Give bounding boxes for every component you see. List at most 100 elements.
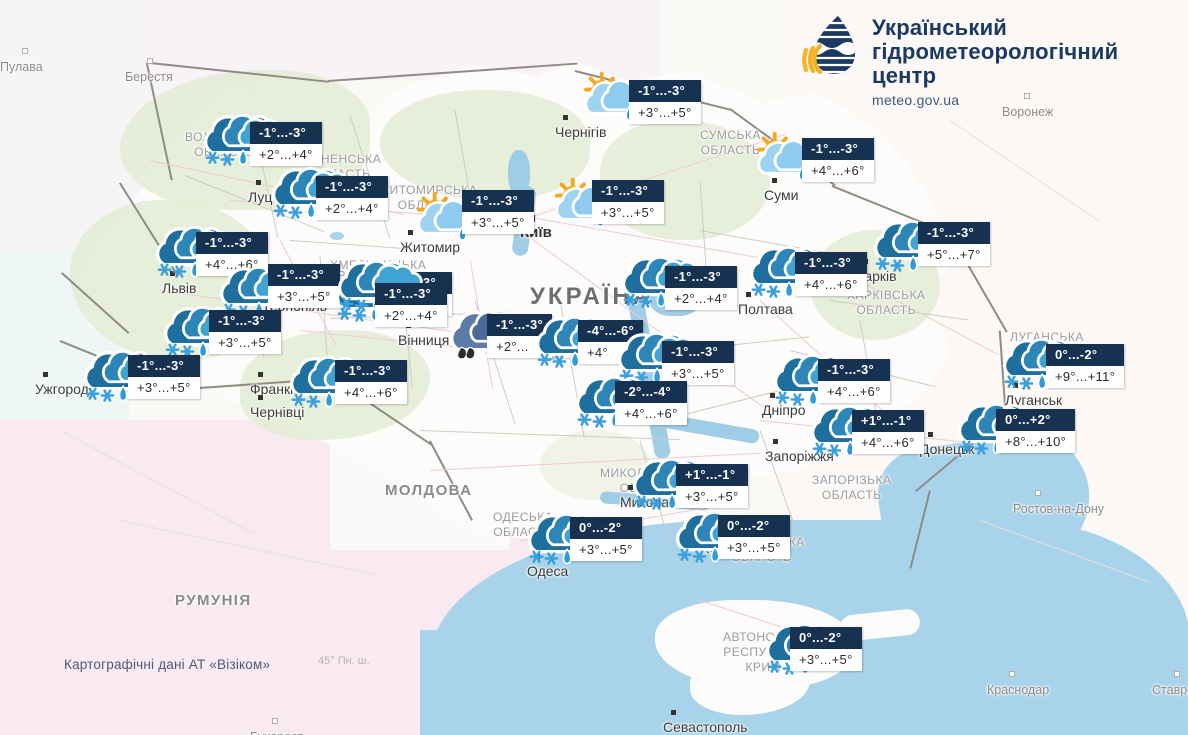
weather-marker[interactable]: -1°...-3°+3°...+5° xyxy=(128,355,200,399)
night-temperature-label: -1°...-3° xyxy=(795,252,867,274)
foreign-place-marker xyxy=(1174,671,1180,677)
city-label: Чернігів xyxy=(555,124,607,140)
temperature-label-group: 0°...-2° +3°...+5° xyxy=(718,515,790,559)
day-temperature-label: +4°...+6° xyxy=(852,432,924,454)
logo-text-block: Український гідрометеорологічний центр m… xyxy=(872,14,1118,108)
night-temperature-label: +1°...-1° xyxy=(676,464,748,486)
day-temperature-label: +3°...+5° xyxy=(570,539,642,561)
city-label: Чернівці xyxy=(250,404,305,420)
weather-marker[interactable]: -1°...-3° +4°...+6° xyxy=(818,359,890,403)
weather-marker[interactable]: -1°...-3° +2°...+4° xyxy=(250,122,322,166)
temperature-label-group: +1°...-1° +3°...+5° xyxy=(676,464,748,508)
temperature-label-group: -1°...-3°+3°...+5° xyxy=(592,180,664,224)
weather-marker[interactable]: +1°...-1° +3°...+5° xyxy=(676,464,748,508)
foreign-place-label: Берестя xyxy=(125,70,173,84)
country-label: МОЛДОВА xyxy=(385,482,473,499)
weather-marker[interactable]: -2°...-4° +4°...+6° xyxy=(615,381,687,425)
day-temperature-label: +4°...+6° xyxy=(615,403,687,425)
logo-website-url[interactable]: meteo.gov.ua xyxy=(872,91,960,108)
night-temperature-label: 0°...-2° xyxy=(790,627,862,649)
weather-marker[interactable]: -1°...-3°+3°...+5° xyxy=(662,341,734,385)
foreign-place-marker xyxy=(272,718,278,724)
night-temperature-label: -1°...-3° xyxy=(209,310,281,332)
day-temperature-label: +9°...+11° xyxy=(1046,366,1125,388)
city-marker-dot xyxy=(258,372,263,377)
city-marker-dot xyxy=(773,439,778,444)
night-temperature-label: -1°...-3° xyxy=(316,176,388,198)
city-marker-dot xyxy=(772,178,777,183)
map-attribution: Картографічні дані АТ «Візіком» xyxy=(64,657,271,672)
weather-marker[interactable]: -1°...-3° +4°...+6° xyxy=(795,252,867,296)
weather-marker[interactable]: 0°...+2° +8°...+10° xyxy=(996,409,1076,453)
weather-marker[interactable]: -1°...-3° +2°... xyxy=(487,314,553,358)
night-temperature-label: -1°...-3° xyxy=(818,359,890,381)
temperature-label-group: -1°...-3°+3°...+5° xyxy=(462,190,534,234)
night-temperature-label: -2°...-4° xyxy=(615,381,687,403)
foreign-place-marker xyxy=(22,48,28,54)
weather-marker[interactable]: -1°...-3° +2°...+4° xyxy=(316,176,388,220)
temperature-label-group: -1°...-3° +2°...+4° xyxy=(250,122,322,166)
day-temperature-label: +4°...+6° xyxy=(818,381,890,403)
weather-marker[interactable]: -1°...-3° +2°...+4° xyxy=(375,283,447,327)
weather-marker[interactable]: 0°...-2° +3°...+5° xyxy=(570,517,642,561)
weather-marker[interactable]: 0°...-2° +9°...+11° xyxy=(1046,344,1125,388)
night-temperature-label: 0°...-2° xyxy=(570,517,642,539)
weather-marker[interactable]: +1°...-1° +4°...+6° xyxy=(852,410,924,454)
city-marker-dot xyxy=(1013,383,1018,388)
lake xyxy=(330,232,344,240)
night-temperature-label: -1°...-3° xyxy=(268,264,340,286)
city-marker-dot xyxy=(671,710,676,715)
weather-marker[interactable]: 0°...-2° +3°...+5° xyxy=(790,627,862,671)
logo-line-3: центр xyxy=(872,63,937,89)
temperature-label-group: -1°...-3° +5°...+7° xyxy=(918,222,990,266)
oblast-label: СУМСЬКА ОБЛАСТЬ xyxy=(700,128,761,157)
weather-marker[interactable]: -1°...-3°+3°...+5° xyxy=(268,264,340,308)
weather-marker[interactable]: -1°...-3° +4°...+6° xyxy=(335,360,407,404)
night-temperature-label: -1°...-3° xyxy=(375,283,447,305)
hydromet-logo[interactable]: Український гідрометеорологічний центр m… xyxy=(800,14,1118,108)
weather-marker[interactable]: -1°...-3°+3°...+5° xyxy=(209,310,281,354)
city-marker-dot xyxy=(408,230,413,235)
temperature-label-group: 0°...+2° +8°...+10° xyxy=(996,409,1076,453)
temperature-label-group: -1°...-3°+3°...+5° xyxy=(268,264,340,308)
day-temperature-label: +2°...+4° xyxy=(665,288,737,310)
temperature-label-group: 0°...-2° +3°...+5° xyxy=(790,627,862,671)
weather-marker[interactable]: -1°...-3° +4°...+6° xyxy=(802,138,874,182)
city-marker-dot xyxy=(770,393,775,398)
temperature-label-group: 0°...-2° +9°...+11° xyxy=(1046,344,1125,388)
night-temperature-label: -1°...-3° xyxy=(802,138,874,160)
weather-marker[interactable]: -1°...-3°+3°...+5° xyxy=(592,180,664,224)
temperature-label-group: -1°...-3° +2°... xyxy=(487,314,553,358)
day-temperature-label: +3°...+5° xyxy=(662,363,734,385)
weather-marker[interactable]: -1°...-3° +5°...+7° xyxy=(918,222,990,266)
day-temperature-label: +2°... xyxy=(487,336,553,358)
night-temperature-label: -1°...-3° xyxy=(487,314,553,336)
terrain-patch xyxy=(380,90,590,200)
day-temperature-label: +3°...+5° xyxy=(128,377,200,399)
night-temperature-label: +1°...-1° xyxy=(852,410,924,432)
country-label: РУМУНІЯ xyxy=(175,592,252,609)
night-temperature-label: -1°...-3° xyxy=(250,122,322,144)
weather-marker[interactable]: -1°...-3°+3°...+5° xyxy=(462,190,534,234)
day-temperature-label: +3°...+5° xyxy=(790,649,862,671)
foreign-place-label: Ростов-на-Дону xyxy=(1013,502,1105,516)
day-temperature-label: +3°...+5° xyxy=(718,537,790,559)
weather-marker[interactable]: 0°...-2° +3°...+5° xyxy=(718,515,790,559)
kyiv-sea xyxy=(508,150,530,196)
city-label: Одеса xyxy=(527,563,569,579)
weather-marker[interactable]: -1°...-3° +2°...+4° xyxy=(665,266,737,310)
day-temperature-label: +4°...+6° xyxy=(335,382,407,404)
latitude-tick: 45° Пн. ш. xyxy=(318,655,370,667)
night-temperature-label: -1°...-3° xyxy=(335,360,407,382)
temperature-label-group: -1°...-3° +2°...+4° xyxy=(375,283,447,327)
city-label: Вінниця xyxy=(398,332,450,348)
temperature-label-group: -1°...-3° +4°...+6° xyxy=(818,359,890,403)
day-temperature-label: +3°...+5° xyxy=(268,286,340,308)
city-label: Ужгород xyxy=(35,381,89,397)
day-temperature-label: +2°...+4° xyxy=(250,144,322,166)
day-temperature-label: +2°...+4° xyxy=(375,305,447,327)
foreign-place-label: Бухарест xyxy=(250,730,303,735)
weather-marker[interactable]: -1°...-3°+3°...+5° xyxy=(629,80,701,124)
temperature-label-group: -1°...-3° +4°...+6° xyxy=(795,252,867,296)
